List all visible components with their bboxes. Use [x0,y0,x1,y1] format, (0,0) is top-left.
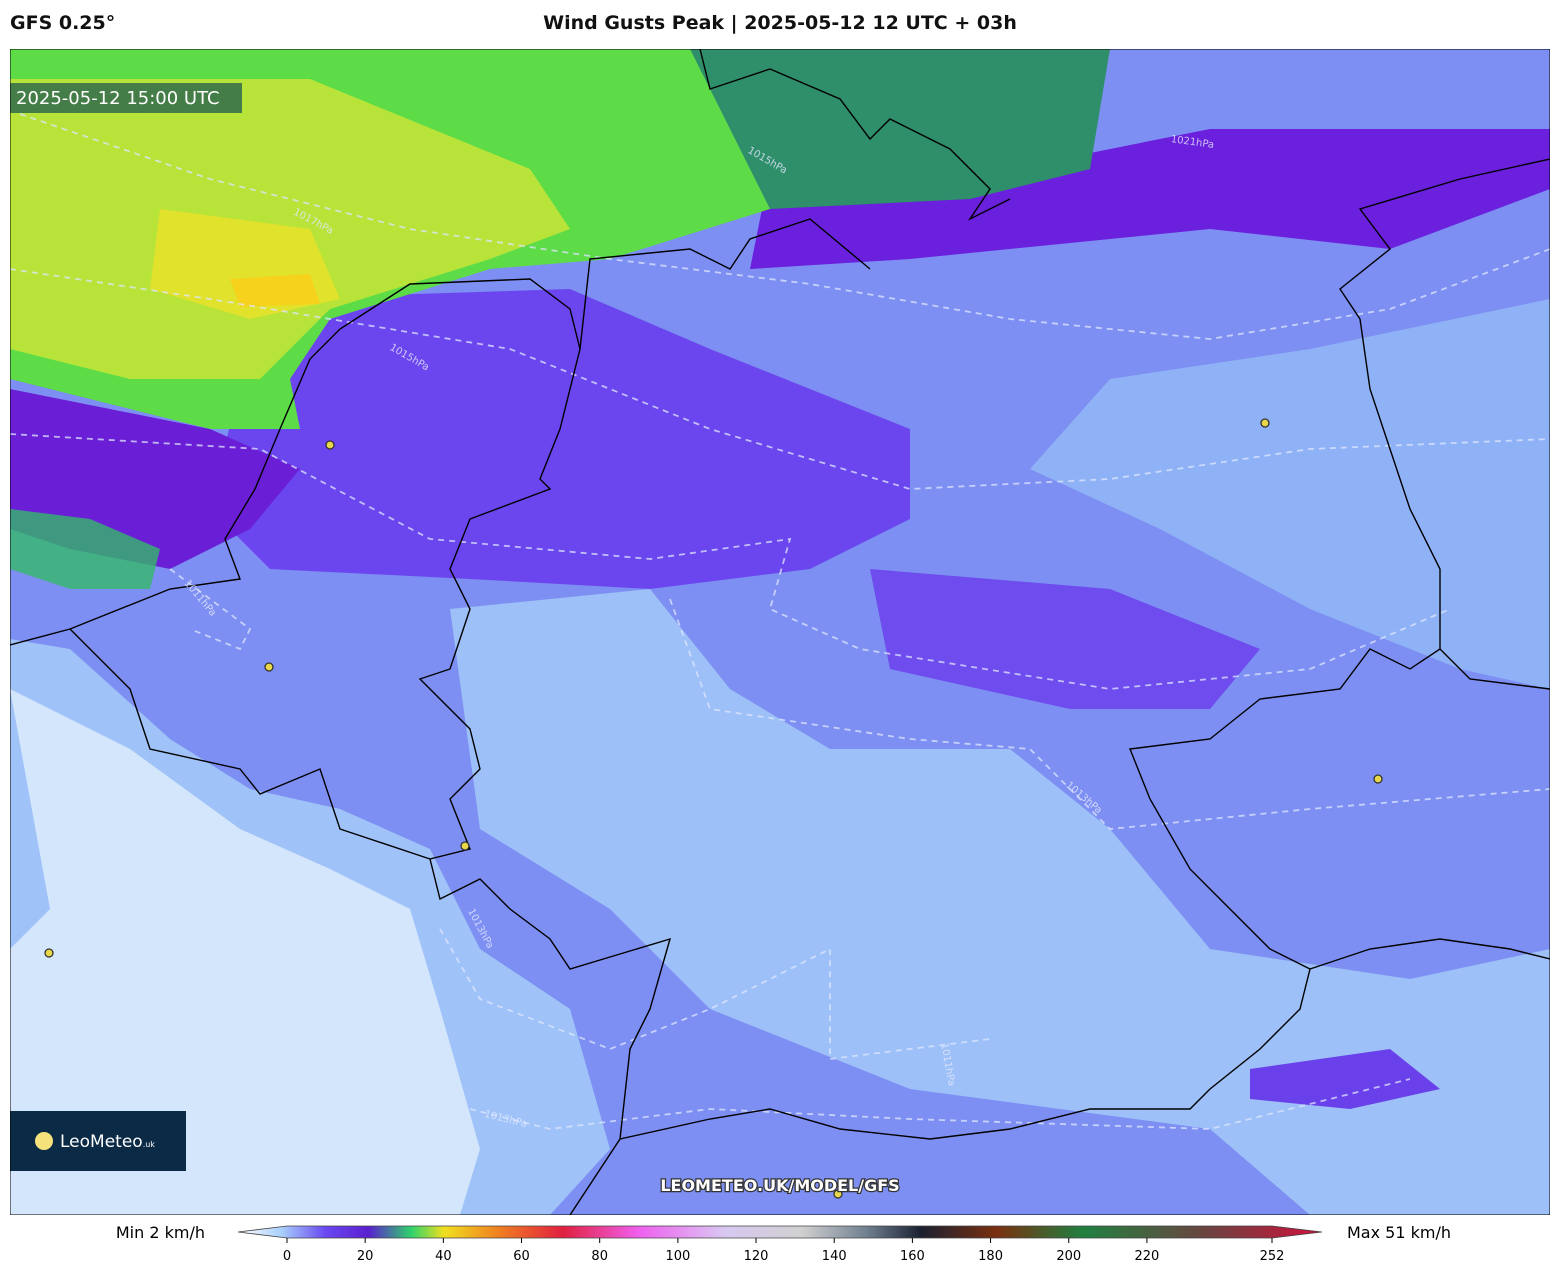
model-label: GFS 0.25° [10,12,116,34]
time-box [10,83,242,113]
colorbar-scale [237,1225,1323,1239]
logo-text: LeoMeteo.uk [60,1132,155,1152]
colorbar-tick-label: 180 [978,1249,1003,1262]
colorbar: Min 2 km/h Max 51 km/h 0 20 40 60 80 100 120 14… [116,1223,1451,1262]
min-label: Min 2 km/h [116,1223,205,1242]
colorbar-tick-label: 20 [357,1249,374,1262]
colorbar-tick-label: 80 [591,1249,608,1262]
map: 2025-05-12 15:00 UTC 1017hPa1015hPa1021h… [10,49,1550,1215]
colorbar-tick-label: 220 [1135,1249,1160,1262]
logo-suffix: .uk [143,1140,156,1149]
colorbar-tick-label: 160 [900,1249,925,1262]
max-label: Max 51 km/h [1347,1223,1451,1242]
wind-field [10,49,1550,1215]
isobars [10,113,1550,1130]
colorbar-tick-label: 252 [1260,1249,1285,1262]
colorbar-tick-label: 140 [822,1249,847,1262]
city-markers [44,418,1383,1199]
colorbar-tick-label: 120 [744,1249,769,1262]
map-title: Wind Gusts Peak | 2025-05-12 12 UTC + 03… [543,12,1017,34]
valid-time: 2025-05-12 15:00 UTC [16,88,220,109]
colorbar-tick-label: 100 [665,1249,690,1262]
coastlines [10,49,1550,1215]
logo-sun [35,1132,53,1150]
watermark: LEOMETEO.UK/MODEL/GFS [660,1176,899,1195]
colorbar-tick-label: 0 [283,1249,291,1262]
logo-name: LeoMeteo [60,1132,143,1152]
colorbar-tick-label: 60 [513,1249,530,1262]
colorbar-tick-label: 40 [435,1249,452,1262]
colorbar-tick-label: 200 [1056,1249,1081,1262]
